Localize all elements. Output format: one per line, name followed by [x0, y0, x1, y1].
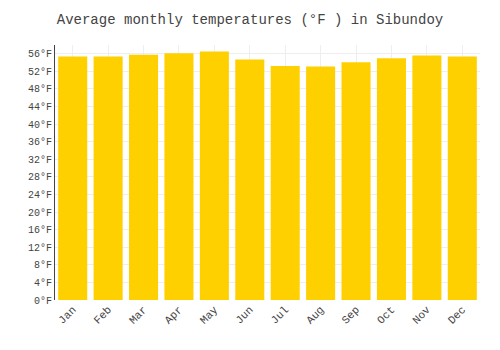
svg-text:Feb: Feb: [92, 304, 114, 326]
svg-text:12°F: 12°F: [28, 243, 52, 254]
svg-text:20°F: 20°F: [28, 208, 52, 219]
svg-text:48°F: 48°F: [28, 84, 52, 95]
svg-text:Dec: Dec: [446, 304, 468, 326]
svg-text:May: May: [198, 304, 221, 327]
svg-text:56°F: 56°F: [28, 49, 52, 60]
svg-text:36°F: 36°F: [28, 137, 52, 148]
svg-text:Jan: Jan: [56, 304, 78, 326]
svg-text:16°F: 16°F: [28, 225, 52, 236]
svg-text:Jun: Jun: [233, 304, 255, 326]
svg-text:4°F: 4°F: [34, 278, 52, 289]
svg-text:Apr: Apr: [162, 304, 184, 326]
svg-text:40°F: 40°F: [28, 120, 52, 131]
svg-text:32°F: 32°F: [28, 155, 52, 166]
svg-text:Sep: Sep: [340, 304, 362, 326]
svg-text:0°F: 0°F: [34, 296, 52, 307]
svg-text:Jul: Jul: [269, 304, 291, 326]
svg-text:8°F: 8°F: [34, 260, 52, 271]
svg-text:24°F: 24°F: [28, 190, 52, 201]
svg-text:52°F: 52°F: [28, 67, 52, 78]
svg-text:Oct: Oct: [375, 304, 397, 326]
svg-text:44°F: 44°F: [28, 102, 52, 113]
svg-text:Nov: Nov: [410, 304, 433, 327]
svg-text:Average monthly temperatures (: Average monthly temperatures (°F ) in Si…: [57, 12, 443, 28]
svg-text:Mar: Mar: [127, 304, 149, 326]
svg-text:Aug: Aug: [304, 304, 326, 326]
svg-text:28°F: 28°F: [28, 172, 52, 183]
